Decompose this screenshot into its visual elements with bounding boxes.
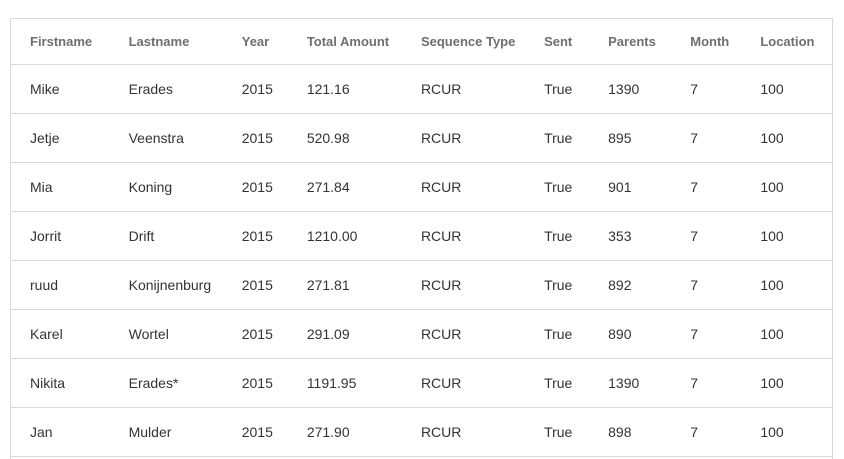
table-cell: Koning [109,162,223,212]
table-cell: RCUR [401,64,526,114]
table-cell: Nikita [10,358,110,408]
table-cell: 7 [671,162,742,212]
data-table: Firstname Lastname Year Total Amount Seq… [10,18,833,459]
table-cell: Mia [10,162,110,212]
table-cell: 271.81 [287,260,402,310]
table-cell: True [525,407,590,457]
table-cell: Karel [10,309,110,359]
table-cell: RCUR [401,309,526,359]
table-cell: 2015 [222,358,288,408]
column-header-month: Month [671,18,742,65]
table-cell: 2015 [222,309,288,359]
table-cell: Jetje [10,113,110,163]
table-cell: Mulder [109,407,223,457]
table-cell: 1390 [589,358,672,408]
table-cell: 2015 [222,260,288,310]
table-cell: 2015 [222,407,288,457]
table-cell: 2015 [222,64,288,114]
table-head: Firstname Lastname Year Total Amount Seq… [10,18,833,65]
table-row[interactable]: Mia Koning 2015 271.84 RCUR True 901 7 100 [10,162,833,212]
table-cell: 7 [671,113,742,163]
table-cell: 271.84 [287,162,402,212]
table-cell: Erades [109,64,223,114]
table-cell: Drift [109,211,223,261]
table-cell: 7 [671,407,742,457]
table-cell: Konijnenburg [109,260,223,310]
column-header-lastname: Lastname [109,18,223,65]
table-row[interactable]: Nikita Erades* 2015 1191.95 RCUR True 1390 7 100 [10,358,833,408]
table-row[interactable]: Karel Wortel 2015 291.09 RCUR True 890 7 100 [10,309,833,359]
table-cell: True [525,162,590,212]
table-cell: 100 [741,407,833,457]
column-header-location: Location [741,18,833,65]
table-cell: RCUR [401,407,526,457]
table-cell: Erades* [109,358,223,408]
table-cell: 7 [671,309,742,359]
table-cell: 1191.95 [287,358,402,408]
table-cell: 892 [589,260,672,310]
table-cell: 1390 [589,64,672,114]
table-cell: 2015 [222,113,288,163]
table-cell: 100 [741,211,833,261]
table-cell: 890 [589,309,672,359]
table-cell: Veenstra [109,113,223,163]
table-cell: RCUR [401,358,526,408]
table-cell: 100 [741,64,833,114]
table-cell: True [525,309,590,359]
table-cell: 898 [589,407,672,457]
table-cell: Wortel [109,309,223,359]
table-row[interactable]: ruud Konijnenburg 2015 271.81 RCUR True 892 7 10… [10,260,833,310]
column-header-year: Year [222,18,288,65]
table-row[interactable]: Jan Mulder 2015 271.90 RCUR True 898 7 100 [10,407,833,457]
table-cell: True [525,211,590,261]
table-cell: 353 [589,211,672,261]
table-cell: 901 [589,162,672,212]
table-row[interactable]: Jetje Veenstra 2015 520.98 RCUR True 895 7 100 [10,113,833,163]
table-cell: 520.98 [287,113,402,163]
column-header-sequence-type: Sequence Type [401,18,526,65]
table-cell: 291.09 [287,309,402,359]
table-cell: 121.16 [287,64,402,114]
table-cell: RCUR [401,211,526,261]
table-row[interactable]: Mike Erades 2015 121.16 RCUR True 1390 7 100 [10,64,833,114]
table-cell: RCUR [401,113,526,163]
column-header-parents: Parents [589,18,672,65]
column-header-firstname: Firstname [10,18,110,65]
table-cell: 2015 [222,211,288,261]
table-cell: ruud [10,260,110,310]
table-cell: 1210.00 [287,211,402,261]
table-cell: 7 [671,64,742,114]
table-cell: 7 [671,260,742,310]
table-header-row: Firstname Lastname Year Total Amount Seq… [10,18,833,65]
table-cell: 100 [741,309,833,359]
column-header-total-amount: Total Amount [287,18,402,65]
table-cell: 100 [741,113,833,163]
table-cell: True [525,113,590,163]
table-cell: True [525,64,590,114]
table-cell: 7 [671,211,742,261]
table-body: Mike Erades 2015 121.16 RCUR True 1390 7 100 Jetj… [10,64,833,459]
table-cell: 100 [741,260,833,310]
table-cell: 100 [741,162,833,212]
table-cell: 2015 [222,162,288,212]
table-cell: RCUR [401,260,526,310]
table-cell: RCUR [401,162,526,212]
table-cell: 7 [671,358,742,408]
table-cell: True [525,358,590,408]
table-cell: 895 [589,113,672,163]
table-cell: 100 [741,358,833,408]
table-cell: 271.90 [287,407,402,457]
table-cell: Jorrit [10,211,110,261]
table-cell: Jan [10,407,110,457]
table-cell: True [525,260,590,310]
table-row[interactable]: Jorrit Drift 2015 1210.00 RCUR True 353 7 100 [10,211,833,261]
table-cell: Mike [10,64,110,114]
column-header-sent: Sent [525,18,590,65]
